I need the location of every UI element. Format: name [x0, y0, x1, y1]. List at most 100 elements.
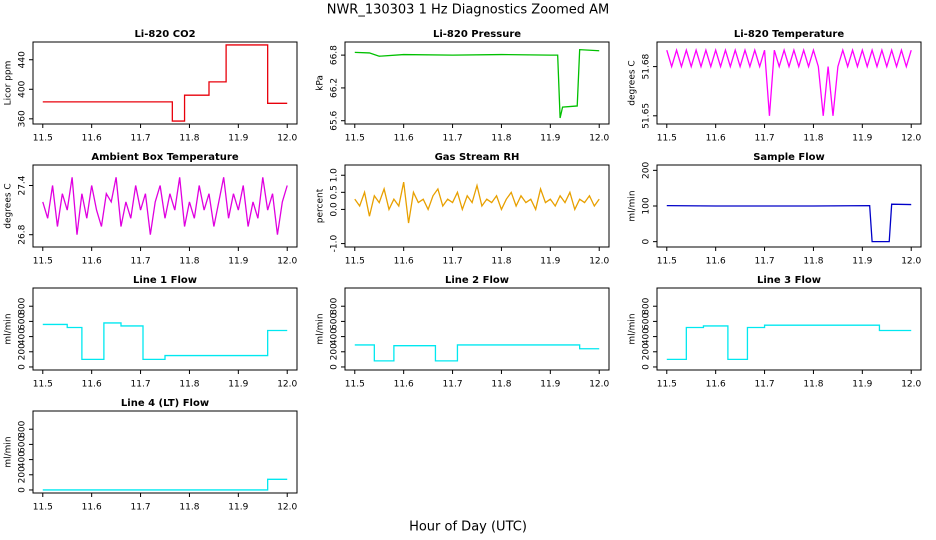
- y-tick-label: 800: [18, 297, 28, 314]
- y-tick-label: 51.65: [642, 103, 652, 129]
- data-line: [42, 322, 288, 361]
- y-tick-label: 0: [330, 364, 340, 370]
- x-tick-label: 11.5: [345, 134, 365, 144]
- y-axis-title: kPa: [316, 75, 326, 91]
- panel-title: Line 4 (LT) Flow: [121, 398, 209, 409]
- y-tick-label: 66.8: [330, 45, 340, 65]
- x-tick-label: 11.5: [657, 257, 677, 267]
- x-tick-label: 12.0: [901, 380, 921, 390]
- panel-title: Line 3 Flow: [757, 275, 821, 286]
- x-tick-label: 11.9: [228, 257, 248, 267]
- y-tick-label: 200: [642, 343, 652, 360]
- data-line: [42, 177, 288, 235]
- panel-title: Line 1 Flow: [133, 275, 197, 286]
- data-line: [666, 203, 912, 243]
- x-tick-label: 11.9: [852, 380, 872, 390]
- x-tick-label: 11.9: [540, 257, 560, 267]
- x-tick-label: 11.6: [394, 257, 414, 267]
- y-tick-label: 1.0: [330, 168, 340, 183]
- data-line: [354, 48, 600, 119]
- x-axis-title: Hour of Day (UTC): [409, 520, 527, 535]
- x-tick-label: 11.5: [33, 380, 53, 390]
- x-tick-label: 11.5: [33, 134, 53, 144]
- y-tick-label: 200: [18, 466, 28, 483]
- y-tick-label: 800: [642, 297, 652, 314]
- y-tick-label: 0: [18, 487, 28, 493]
- x-tick-label: 11.6: [82, 134, 102, 144]
- x-tick-label: 11.8: [803, 134, 823, 144]
- x-tick-label: 12.0: [277, 380, 297, 390]
- x-tick-label: 11.9: [228, 134, 248, 144]
- x-tick-label: 12.0: [589, 134, 609, 144]
- plot-frame: [32, 410, 298, 494]
- x-tick-label: 11.8: [179, 257, 199, 267]
- y-tick-label: 400: [330, 328, 340, 345]
- x-tick-label: 11.9: [540, 380, 560, 390]
- y-tick-label: 0.0: [330, 202, 340, 217]
- x-tick-label: 11.6: [82, 503, 102, 513]
- plot-frame: [32, 287, 298, 371]
- x-tick-label: 11.6: [706, 257, 726, 267]
- plot-frame: [344, 41, 610, 125]
- x-tick-label: 11.9: [228, 380, 248, 390]
- y-tick-label: 600: [18, 313, 28, 330]
- y-tick-label: 0: [642, 364, 652, 370]
- y-tick-label: 200: [330, 343, 340, 360]
- x-tick-label: 12.0: [589, 257, 609, 267]
- x-tick-label: 11.7: [755, 380, 775, 390]
- x-tick-label: 12.0: [901, 257, 921, 267]
- data-line: [666, 324, 912, 361]
- y-tick-label: 200: [642, 161, 652, 178]
- panel-title: Li-820 Temperature: [734, 29, 844, 40]
- x-tick-label: 11.8: [179, 503, 199, 513]
- panel-title: Li-820 CO2: [134, 29, 195, 40]
- x-tick-label: 12.0: [277, 134, 297, 144]
- y-axis-title: Licor ppm: [4, 61, 14, 106]
- x-tick-label: 11.7: [131, 380, 151, 390]
- panel-title: Gas Stream RH: [435, 152, 520, 163]
- y-tick-label: 26.8: [18, 224, 28, 244]
- x-tick-label: 11.7: [131, 257, 151, 267]
- x-tick-label: 11.7: [131, 503, 151, 513]
- y-tick-label: 200: [18, 343, 28, 360]
- y-axis-title: ml/min: [316, 313, 326, 344]
- x-tick-label: 11.9: [852, 134, 872, 144]
- plot-frame: [656, 287, 922, 371]
- y-tick-label: 51.68: [642, 53, 652, 79]
- panel-title: Li-820 Pressure: [433, 29, 521, 40]
- x-tick-label: 11.7: [755, 257, 775, 267]
- plot-frame: [656, 41, 922, 125]
- x-tick-label: 11.9: [228, 503, 248, 513]
- x-tick-label: 11.8: [491, 380, 511, 390]
- y-tick-label: 0: [642, 239, 652, 245]
- plot-frame: [344, 287, 610, 371]
- data-line: [354, 181, 600, 224]
- data-line: [42, 44, 288, 122]
- y-tick-label: 0.5: [330, 185, 340, 199]
- data-line: [354, 344, 600, 362]
- x-tick-label: 11.7: [755, 134, 775, 144]
- x-tick-label: 11.7: [443, 380, 463, 390]
- x-tick-label: 11.8: [803, 257, 823, 267]
- y-axis-title: ml/min: [628, 190, 638, 221]
- y-tick-label: 66.2: [330, 78, 340, 98]
- x-tick-label: 11.7: [443, 134, 463, 144]
- x-tick-label: 11.9: [540, 134, 560, 144]
- y-tick-label: 400: [642, 328, 652, 345]
- y-tick-label: 400: [18, 80, 28, 97]
- x-tick-label: 11.5: [657, 380, 677, 390]
- plot-frame: [32, 164, 298, 248]
- x-tick-label: 11.6: [82, 380, 102, 390]
- y-tick-label: 400: [18, 451, 28, 468]
- x-tick-label: 12.0: [589, 380, 609, 390]
- data-line: [42, 478, 288, 491]
- y-axis-title: ml/min: [4, 313, 14, 344]
- plot-frame: [32, 41, 298, 125]
- x-tick-label: 11.5: [345, 257, 365, 267]
- y-tick-label: 600: [330, 313, 340, 330]
- x-tick-label: 12.0: [277, 257, 297, 267]
- page-title: NWR_130303 1 Hz Diagnostics Zoomed AM: [327, 3, 610, 18]
- y-tick-label: 360: [18, 110, 28, 127]
- y-tick-label: 440: [18, 51, 28, 68]
- data-line: [666, 47, 912, 116]
